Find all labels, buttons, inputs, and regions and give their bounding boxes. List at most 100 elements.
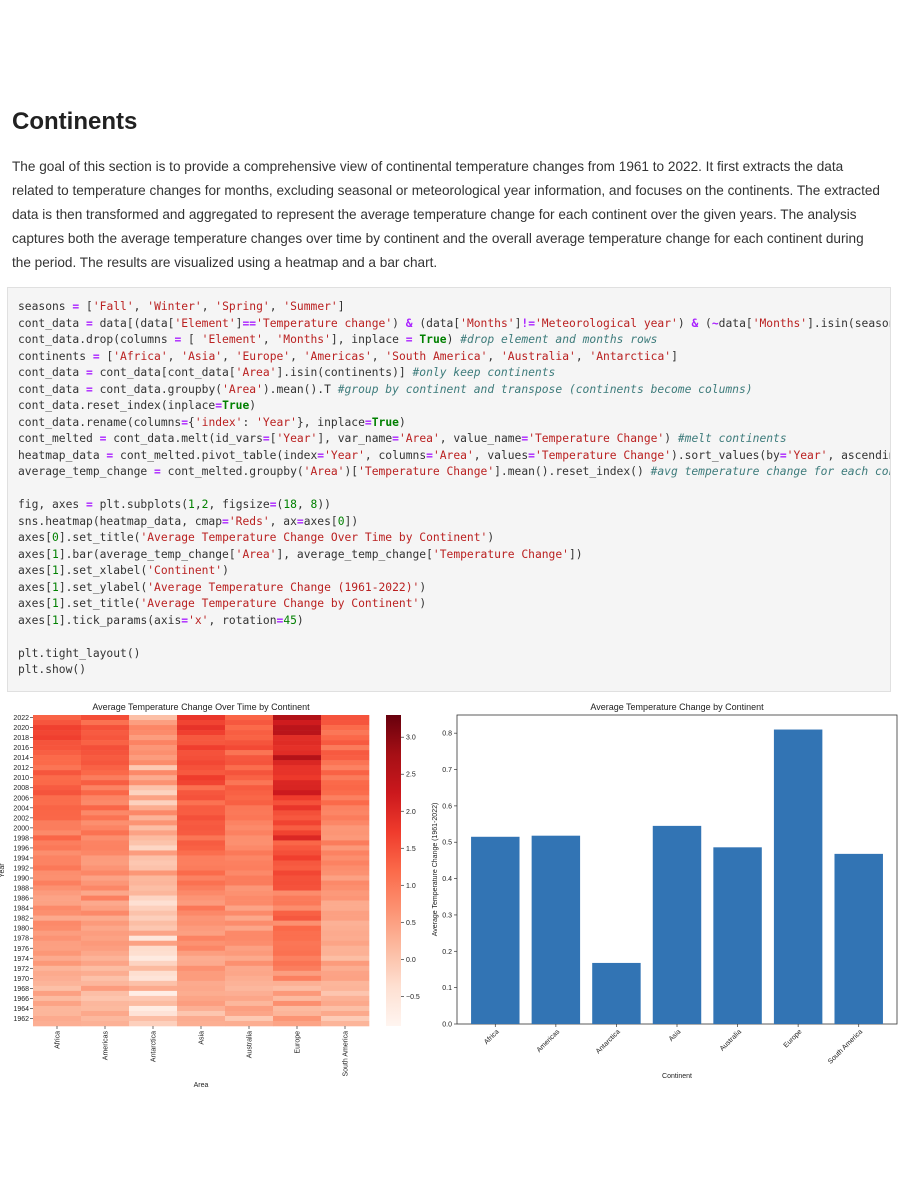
heatmap-cell [225, 900, 274, 906]
heatmap-ytick-label: 1968 [13, 986, 29, 993]
heatmap-cell [33, 725, 82, 731]
heatmap-cell [225, 915, 274, 921]
heatmap-cell [273, 780, 322, 786]
bar-xtick-label: Americas [536, 1028, 562, 1054]
heatmap-cell [273, 960, 322, 967]
heatmap-cell [177, 875, 226, 881]
heatmap-cell [33, 1005, 82, 1012]
heatmap-cell [33, 790, 82, 796]
heatmap-cell [321, 920, 370, 926]
heatmap-cell [81, 720, 130, 726]
heatmap-cell [81, 980, 130, 987]
heatmap-cell [33, 970, 82, 977]
heatmap-cell [321, 870, 370, 876]
heatmap-ytick-label: 1964 [13, 1006, 29, 1013]
heatmap-cell [81, 780, 130, 786]
heatmap-cell [177, 845, 226, 851]
heatmap-cell [177, 945, 226, 952]
heatmap-cell [177, 830, 226, 836]
heatmap-cell [225, 860, 274, 866]
heatmap-cell [273, 765, 322, 771]
heatmap-cell [273, 775, 322, 781]
heatmap-cell [225, 955, 274, 962]
heatmap-cell [273, 920, 322, 926]
heatmap-cell [321, 995, 370, 1002]
heatmap-cell [273, 875, 322, 881]
heatmap-cell [225, 855, 274, 861]
heatmap-cell [321, 715, 370, 721]
heatmap-cell [129, 1010, 178, 1017]
heatmap-cell [129, 770, 178, 776]
heatmap-cell [81, 1015, 130, 1022]
heatmap-cell [33, 765, 82, 771]
heatmap-cell [273, 870, 322, 876]
heatmap-cell [129, 780, 178, 786]
heatmap-cell [129, 735, 178, 741]
heatmap-cell [177, 885, 226, 891]
heatmap-cell [225, 905, 274, 911]
heatmap-cell [177, 915, 226, 921]
heatmap-cell [177, 1020, 226, 1027]
heatmap-cell [225, 1010, 274, 1017]
heatmap-cell [225, 775, 274, 781]
heatmap-cell [129, 885, 178, 891]
heatmap-cell [321, 905, 370, 911]
code-line: axes[1].tick_params(axis='x', rotation=4… [18, 613, 304, 627]
heatmap-cell [129, 920, 178, 926]
bar-xtick-label: Africa [483, 1028, 501, 1046]
heatmap-cell [129, 975, 178, 982]
heatmap-cell [273, 850, 322, 856]
heatmap-cell [129, 810, 178, 816]
heatmap-cell [81, 730, 130, 736]
heatmap-cell [321, 895, 370, 901]
heatmap-cell [177, 835, 226, 841]
heatmap-cell [273, 955, 322, 962]
heatmap-cell [129, 740, 178, 746]
heatmap-cell [273, 805, 322, 811]
heatmap-cell [177, 1010, 226, 1017]
heatmap-cell [81, 910, 130, 916]
heatmap-cell [321, 875, 370, 881]
bar-title: Average Temperature Change by Continent [590, 702, 764, 712]
heatmap-cell [33, 860, 82, 866]
heatmap-cell [81, 900, 130, 906]
heatmap-cell [129, 785, 178, 791]
heatmap-cell [225, 865, 274, 871]
heatmap-cell [177, 755, 226, 761]
heatmap-cell [81, 760, 130, 766]
heatmap-cell [177, 990, 226, 997]
heatmap-cell [273, 985, 322, 992]
heatmap-cell [321, 725, 370, 731]
heatmap-cell [225, 885, 274, 891]
heatmap-cell [33, 750, 82, 756]
heatmap-cell [81, 885, 130, 891]
heatmap-cell [321, 990, 370, 997]
heatmap-cell [225, 970, 274, 977]
heatmap-cell [177, 905, 226, 911]
heatmap-cell [129, 835, 178, 841]
code-block[interactable]: seasons = ['Fall', 'Winter', 'Spring', '… [8, 288, 890, 679]
heatmap-cell [129, 830, 178, 836]
heatmap-cell [225, 840, 274, 846]
heatmap-cell [321, 815, 370, 821]
heatmap-cell [273, 810, 322, 816]
heatmap-cell [129, 850, 178, 856]
heatmap-cell [33, 755, 82, 761]
heatmap-cell [273, 845, 322, 851]
code-cell[interactable]: seasons = ['Fall', 'Winter', 'Spring', '… [7, 287, 891, 692]
heatmap-cell [225, 895, 274, 901]
heatmap-cell [129, 915, 178, 921]
code-line: sns.heatmap(heatmap_data, cmap='Reds', a… [18, 514, 359, 528]
heatmap-cell [273, 725, 322, 731]
heatmap-cell [321, 940, 370, 947]
heatmap-cell [177, 735, 226, 741]
heatmap-cell [33, 945, 82, 952]
heatmap-ytick-label: 2020 [13, 725, 29, 732]
heatmap-ytick-label: 2014 [13, 755, 29, 762]
heatmap-cell [33, 955, 82, 962]
heatmap-cell [33, 880, 82, 886]
heatmap-cell [33, 735, 82, 741]
heatmap-cell [129, 990, 178, 997]
heatmap-cell [321, 765, 370, 771]
heatmap-cell [129, 965, 178, 972]
